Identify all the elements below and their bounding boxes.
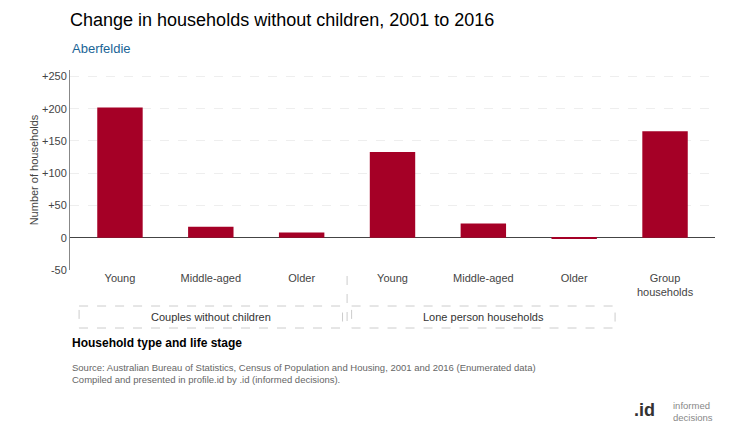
- svg-text:Number of households: Number of households: [28, 114, 40, 225]
- svg-text:Young: Young: [105, 272, 136, 284]
- svg-text:Change in households without c: Change in households without children, 2…: [70, 10, 494, 30]
- svg-text:Household type and life stage: Household type and life stage: [72, 336, 242, 350]
- svg-text:Young: Young: [377, 272, 408, 284]
- svg-text:informeddecisions: informeddecisions: [673, 400, 713, 423]
- svg-text:+100: +100: [42, 167, 67, 179]
- svg-text:Lone person households: Lone person households: [423, 311, 544, 323]
- svg-text:Couples without children: Couples without children: [151, 311, 271, 323]
- svg-text:+150: +150: [42, 135, 67, 147]
- svg-text:Grouphouseholds: Grouphouseholds: [637, 272, 694, 298]
- svg-text:Older: Older: [561, 272, 588, 284]
- svg-text:Aberfeldie: Aberfeldie: [72, 41, 131, 56]
- svg-text:Source: Australian Bureau of S: Source: Australian Bureau of Statistics,…: [72, 362, 536, 385]
- svg-text:Older: Older: [288, 272, 315, 284]
- svg-text:0: 0: [61, 232, 67, 244]
- svg-text:+250: +250: [42, 70, 67, 82]
- svg-text:+50: +50: [48, 199, 67, 211]
- svg-text:+200: +200: [42, 103, 67, 115]
- svg-text:.id: .id: [634, 400, 655, 420]
- svg-text:Middle-aged: Middle-aged: [453, 272, 514, 284]
- svg-text:-50: -50: [51, 264, 67, 276]
- svg-text:Middle-aged: Middle-aged: [181, 272, 242, 284]
